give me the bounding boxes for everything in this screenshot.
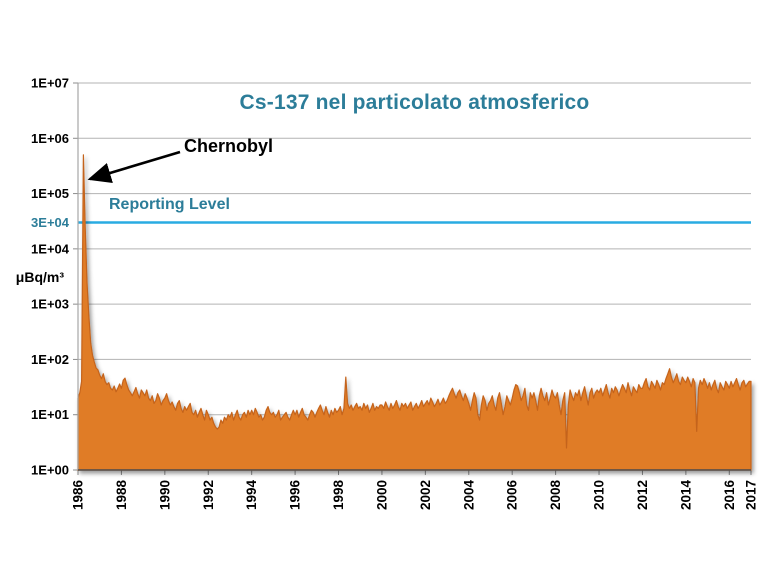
x-tick-label: 1998	[331, 480, 346, 511]
y-tick-label: 1E+04	[31, 241, 70, 256]
x-tick-label: 1990	[157, 480, 172, 510]
x-tick-label: 2008	[548, 480, 563, 511]
x-tick-label: 2004	[461, 480, 476, 511]
x-tick-label: 2012	[635, 480, 650, 510]
x-tick-label: 2016	[722, 480, 737, 511]
x-tick-label: 2017	[744, 480, 759, 510]
x-tick-label: 1986	[71, 480, 86, 511]
chernobyl-arrow	[87, 150, 181, 183]
y-special-tick-label: 3E+04	[31, 215, 70, 230]
reporting-level-label: Reporting Level	[109, 196, 230, 213]
chart-title: Cs-137 nel particolato atmosferico	[239, 91, 590, 114]
y-tick-label: 1E+00	[31, 463, 69, 478]
y-tick-label: 1E+01	[31, 407, 69, 422]
x-tick-label: 1994	[244, 480, 259, 511]
x-tick-label: 1996	[288, 480, 303, 511]
x-tick-label: 1992	[201, 480, 216, 510]
area-series-cs137	[77, 154, 752, 471]
y-tick-label: 1E+07	[31, 76, 69, 91]
x-tick-label: 2014	[678, 480, 693, 511]
y-tick-label: 1E+03	[31, 297, 69, 312]
y-axis-unit-label: μBq/m³	[15, 269, 64, 285]
y-tick-label: 1E+05	[31, 186, 69, 201]
x-tick-label: 2002	[418, 480, 433, 510]
x-tick-label: 2000	[374, 480, 389, 510]
x-tick-label: 1988	[114, 480, 129, 511]
y-tick-label: 1E+02	[31, 352, 69, 367]
chernobyl-annotation-label: Chernobyl	[184, 136, 274, 156]
x-tick-label: 2006	[505, 480, 520, 511]
y-tick-label: 1E+06	[31, 131, 69, 146]
x-tick-label: 2010	[592, 480, 607, 510]
